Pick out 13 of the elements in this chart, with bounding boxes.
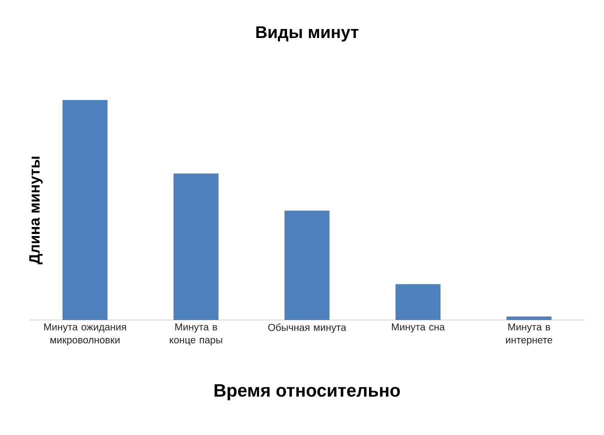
x-tick-label: Минута ожидания микроволновки (44, 324, 126, 346)
y-axis-title: Длина минуты (29, 156, 43, 264)
x-tick-label: Минута в конце пары (170, 324, 222, 346)
x-tick-label: Минута сна (392, 324, 445, 332)
bar (506, 316, 552, 320)
bar (284, 210, 330, 320)
chart-title: Виды минут (256, 26, 358, 42)
x-tick-label: Обычная минута (268, 324, 346, 333)
bar (62, 100, 108, 320)
bar (174, 173, 218, 320)
x-axis-title: Время относительно (214, 384, 400, 400)
x-tick-label: Минута в интернете (506, 324, 552, 346)
bar (396, 284, 441, 320)
